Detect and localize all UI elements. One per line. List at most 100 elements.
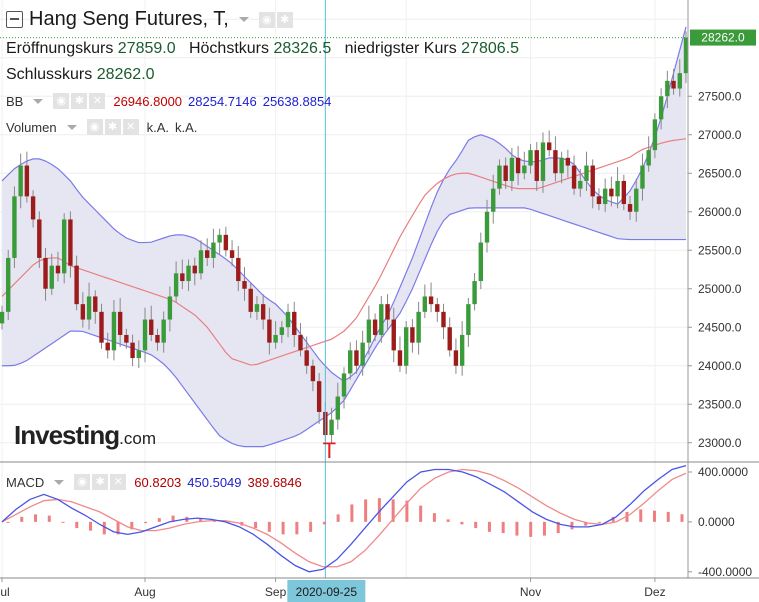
candle-body	[273, 334, 278, 343]
candle-body	[602, 188, 608, 205]
y-tick-label: 25000.0	[698, 282, 742, 296]
macd-histogram-bar	[130, 521, 134, 530]
chevron-down-icon[interactable]	[66, 124, 77, 130]
macd-histogram-bar	[625, 511, 629, 522]
x-tick-label: Jul	[0, 585, 10, 599]
x-tick-label: Nov	[520, 585, 541, 599]
macd-histogram-bar	[199, 518, 203, 522]
candle-body	[117, 311, 123, 335]
candle-body	[609, 188, 614, 197]
candle-body	[646, 150, 651, 166]
candle-body	[310, 365, 316, 382]
candle-body	[403, 327, 409, 366]
candle-body	[435, 304, 440, 312]
volume-legend: Volumen ◉ ✱ ✕ k.A. k.A.	[6, 119, 197, 135]
candle-body	[55, 265, 61, 274]
close-icon[interactable]: ✕	[110, 474, 127, 490]
candle-body	[341, 373, 347, 397]
macd-line	[1, 464, 687, 573]
macd-histogram-bar	[391, 499, 395, 522]
macd-histogram-bar	[102, 521, 106, 535]
candle-body	[335, 396, 340, 420]
x-axis: JulAugSep2020-09-25NovDez2021	[0, 578, 666, 602]
close-icon[interactable]: ✕	[89, 93, 106, 109]
macd-histogram-bar	[144, 521, 148, 524]
y-tick-label: 26500.0	[698, 166, 742, 180]
chevron-down-icon[interactable]	[238, 17, 249, 22]
last-price-tag-label: 28262.0	[701, 31, 745, 45]
candle-body	[229, 250, 235, 258]
candle-body	[80, 304, 86, 320]
candle-body	[30, 196, 36, 220]
candle-body	[43, 257, 48, 289]
candle-body	[658, 96, 664, 120]
candle-body	[671, 80, 676, 89]
candle-body	[279, 327, 285, 335]
candle-body	[242, 281, 247, 289]
candle-body	[466, 304, 471, 335]
close-icon[interactable]: ✕	[122, 119, 139, 135]
low-value: 27806.5	[461, 40, 519, 57]
macd-histogram-bar	[171, 515, 175, 522]
candle-body	[37, 219, 42, 258]
macd-histogram-bar	[322, 521, 326, 525]
macd-histogram-bar	[639, 509, 643, 522]
chevron-down-icon[interactable]	[33, 98, 44, 104]
x-tick-label: Dez	[644, 585, 665, 599]
visibility-icon[interactable]: ◉	[258, 11, 275, 28]
volume-label[interactable]: Volumen	[6, 119, 57, 135]
title-controls: ◉ ✱	[258, 11, 295, 28]
candle-body	[391, 319, 396, 351]
candle-body	[74, 265, 79, 305]
macd-value-1: 60.8203	[134, 474, 182, 490]
settings-icon[interactable]: ✱	[104, 119, 121, 135]
high-value: 28326.5	[273, 40, 332, 57]
candle-body	[459, 334, 465, 366]
candle-body	[410, 327, 415, 343]
settings-icon[interactable]: ✱	[92, 474, 109, 490]
macd-legend: MACD ◉ ✱ ✕ 60.8203 450.5049 389.6846	[6, 474, 302, 490]
macd-histogram-bar	[405, 500, 409, 522]
candle-body	[304, 350, 309, 366]
candle-body	[397, 350, 403, 366]
candle-body	[590, 165, 595, 197]
candle-body	[149, 319, 154, 335]
candle-body	[354, 350, 359, 366]
price-panel: T 28262.0 23000.0 23500.0 24000.0 24500.0 2500…	[0, 0, 756, 578]
candle-body	[503, 165, 508, 181]
settings-icon[interactable]: ✱	[71, 93, 88, 109]
candle-body	[186, 265, 191, 282]
candle-body	[497, 165, 502, 189]
y-tick-label: 26000.0	[698, 205, 742, 219]
macd-histogram-bar	[295, 521, 299, 535]
y-tick-label: 25500.0	[698, 243, 742, 257]
visibility-icon[interactable]: ◉	[86, 119, 103, 135]
candle-body	[596, 196, 602, 205]
macd-label[interactable]: MACD	[6, 474, 45, 490]
candle-body	[534, 150, 539, 181]
volume-value-2: k.A.	[175, 119, 198, 135]
macd-histogram-bar	[34, 514, 38, 522]
candle-body	[161, 319, 166, 343]
x-tick-label: Sep	[265, 585, 287, 599]
settings-icon[interactable]: ✱	[276, 11, 293, 28]
macd-histogram-bar	[281, 521, 285, 535]
bb-label[interactable]: BB	[6, 93, 24, 109]
candle-body	[683, 37, 689, 74]
collapse-icon[interactable]	[6, 11, 23, 28]
candle-body	[86, 296, 92, 320]
macd-histogram-bar	[254, 521, 258, 529]
candle-body	[428, 296, 434, 305]
candle-body	[93, 296, 98, 312]
candle-body	[447, 327, 452, 351]
candle-body	[211, 242, 216, 258]
candle-body	[298, 334, 303, 351]
visibility-icon[interactable]: ◉	[74, 474, 91, 490]
candle-body	[217, 234, 222, 243]
macd-histogram-bar	[47, 515, 51, 522]
visibility-icon[interactable]: ◉	[53, 93, 70, 109]
macd-panel: -400.0000 0.0000 400.0000	[0, 461, 759, 579]
candle-body	[198, 250, 204, 274]
chevron-down-icon[interactable]	[54, 479, 65, 485]
